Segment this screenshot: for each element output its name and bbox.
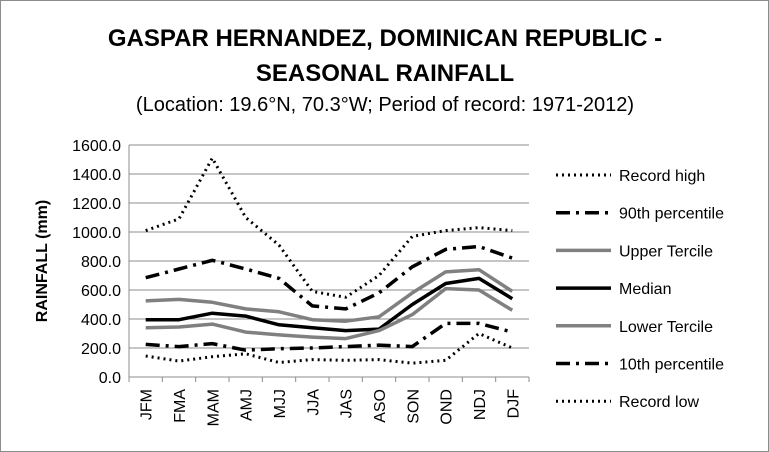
x-tick-label: ASO: [372, 389, 389, 423]
legend-label: Median: [619, 281, 671, 298]
series-median: [145, 276, 514, 333]
x-tick-label: FMA: [172, 389, 189, 423]
y-tick-label: 1000.0: [72, 225, 121, 242]
series-upper-tercile: [145, 267, 514, 323]
legend-label: Record high: [619, 168, 705, 185]
y-tick-label: 0.0: [99, 370, 121, 387]
y-tick-label: 1400.0: [72, 167, 121, 184]
axes: [128, 145, 530, 382]
y-tick-label: 1200.0: [72, 196, 121, 213]
chart-title-line-1: GASPAR HERNANDEZ, DOMINICAN REPUBLIC -: [108, 25, 662, 52]
series-record-high: [145, 156, 513, 299]
y-tick-label: 800.0: [81, 254, 121, 271]
y-tick-label: 200.0: [81, 341, 121, 358]
legend-label: Upper Tercile: [619, 243, 713, 260]
x-tick-label: NDJ: [472, 389, 489, 420]
x-tick-label: AMJ: [239, 389, 256, 421]
y-tick-label: 400.0: [81, 312, 121, 329]
series-lower-tercile: [145, 286, 514, 341]
chart-subtitle: (Location: 19.6°N, 70.3°W; Period of rec…: [136, 94, 634, 116]
series-record-low: [145, 332, 513, 365]
legend-label: 10th percentile: [619, 357, 724, 374]
legend: Record high 90th percentile Upper Tercile M…: [556, 168, 724, 411]
chart-title-line-2: SEASONAL RAINFALL: [256, 60, 514, 87]
y-tick-label: 600.0: [81, 283, 121, 300]
gridlines: [129, 144, 529, 349]
x-tick-label: JJA: [305, 389, 322, 416]
y-axis-label: RAINFALL (mm): [34, 200, 51, 322]
legend-label: Record low: [619, 394, 699, 411]
legend-label: Lower Tercile: [619, 319, 713, 336]
data-series: [145, 156, 514, 365]
x-tick-label: JFM: [139, 389, 156, 420]
x-tick-label: SON: [405, 389, 422, 424]
x-tick-label: MAM: [205, 389, 222, 426]
x-tick-labels: JFM FMA MAM AMJ MJJ JJA JAS ASO SON OND NDJ DJF: [139, 389, 523, 427]
y-tick-label: 1600.0: [72, 138, 121, 155]
x-tick-label: DJF: [505, 389, 522, 419]
x-tick-label: JAS: [339, 389, 356, 418]
x-tick-label: OND: [439, 389, 456, 425]
series-90th-percentile: [145, 244, 513, 311]
x-tick-label: MJJ: [272, 389, 289, 418]
series-10th-percentile: [145, 321, 513, 352]
legend-label: 90th percentile: [619, 206, 724, 223]
y-tick-labels: 0.0 200.0 400.0 600.0 800.0 1000.0 1200.0 1400.…: [72, 138, 121, 387]
